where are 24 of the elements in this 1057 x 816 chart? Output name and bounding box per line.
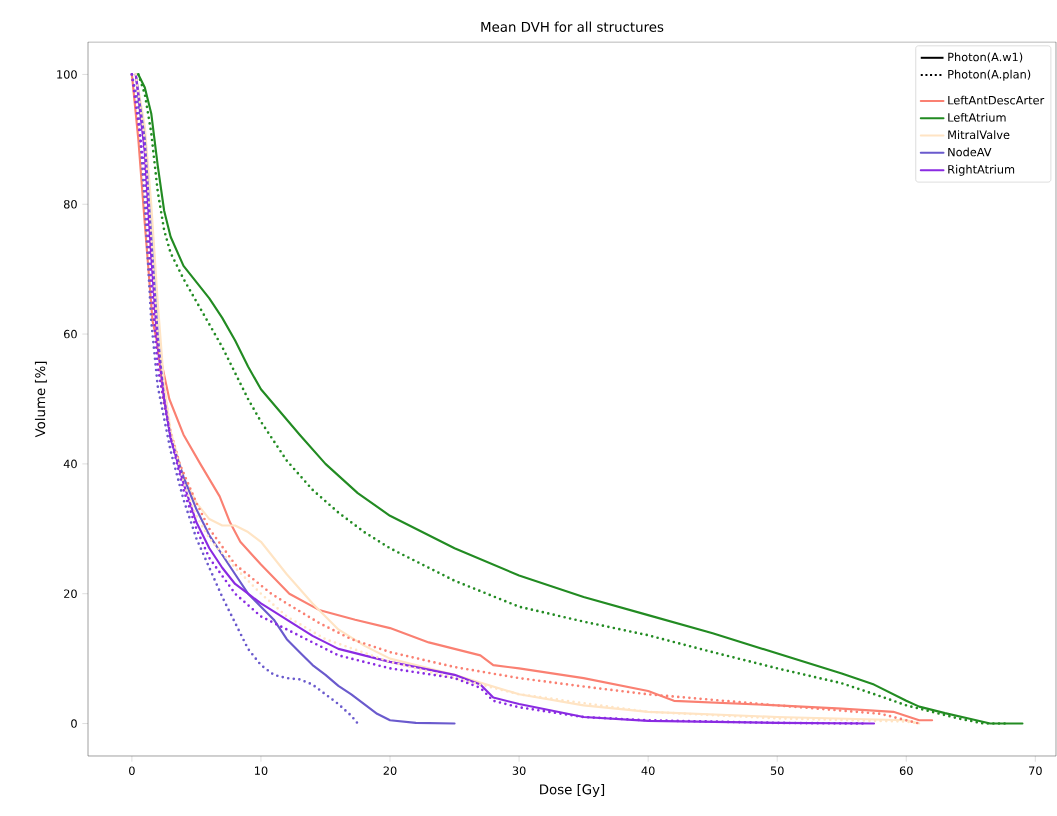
legend-label: RightAtrium: [948, 164, 1015, 176]
x-tick-label: 20: [383, 766, 397, 775]
x-tick-label: 50: [770, 766, 784, 775]
y-tick-label: 80: [63, 199, 77, 209]
y-tick-label: 60: [63, 329, 77, 339]
chart-title: Mean DVH for all structures: [481, 21, 664, 32]
y-tick-label: 40: [63, 459, 77, 469]
legend-label: LeftAtrium: [948, 112, 1006, 122]
legend-label: LeftAntDescArter: [948, 95, 1045, 105]
y-axis-title: Volume [%]: [34, 361, 47, 438]
annotation: Photon(A.plan): [948, 69, 1031, 81]
legend-label: NodeAV: [948, 147, 992, 157]
legend-label: MitralValve: [948, 130, 1010, 140]
x-axis-title: Dose [Gy]: [540, 784, 605, 798]
y-tick-label: 100: [57, 70, 77, 79]
annotation: Photon(A.w1): [948, 52, 1023, 63]
y-tick-label: 0: [71, 719, 77, 728]
x-tick-label: 70: [1029, 766, 1042, 775]
x-tick-label: 0: [129, 766, 135, 775]
x-tick-label: 60: [899, 766, 913, 775]
x-tick-label: 30: [512, 766, 526, 775]
y-tick-label: 20: [64, 589, 77, 598]
x-tick-label: 40: [641, 766, 655, 775]
x-tick-label: 10: [255, 766, 268, 775]
